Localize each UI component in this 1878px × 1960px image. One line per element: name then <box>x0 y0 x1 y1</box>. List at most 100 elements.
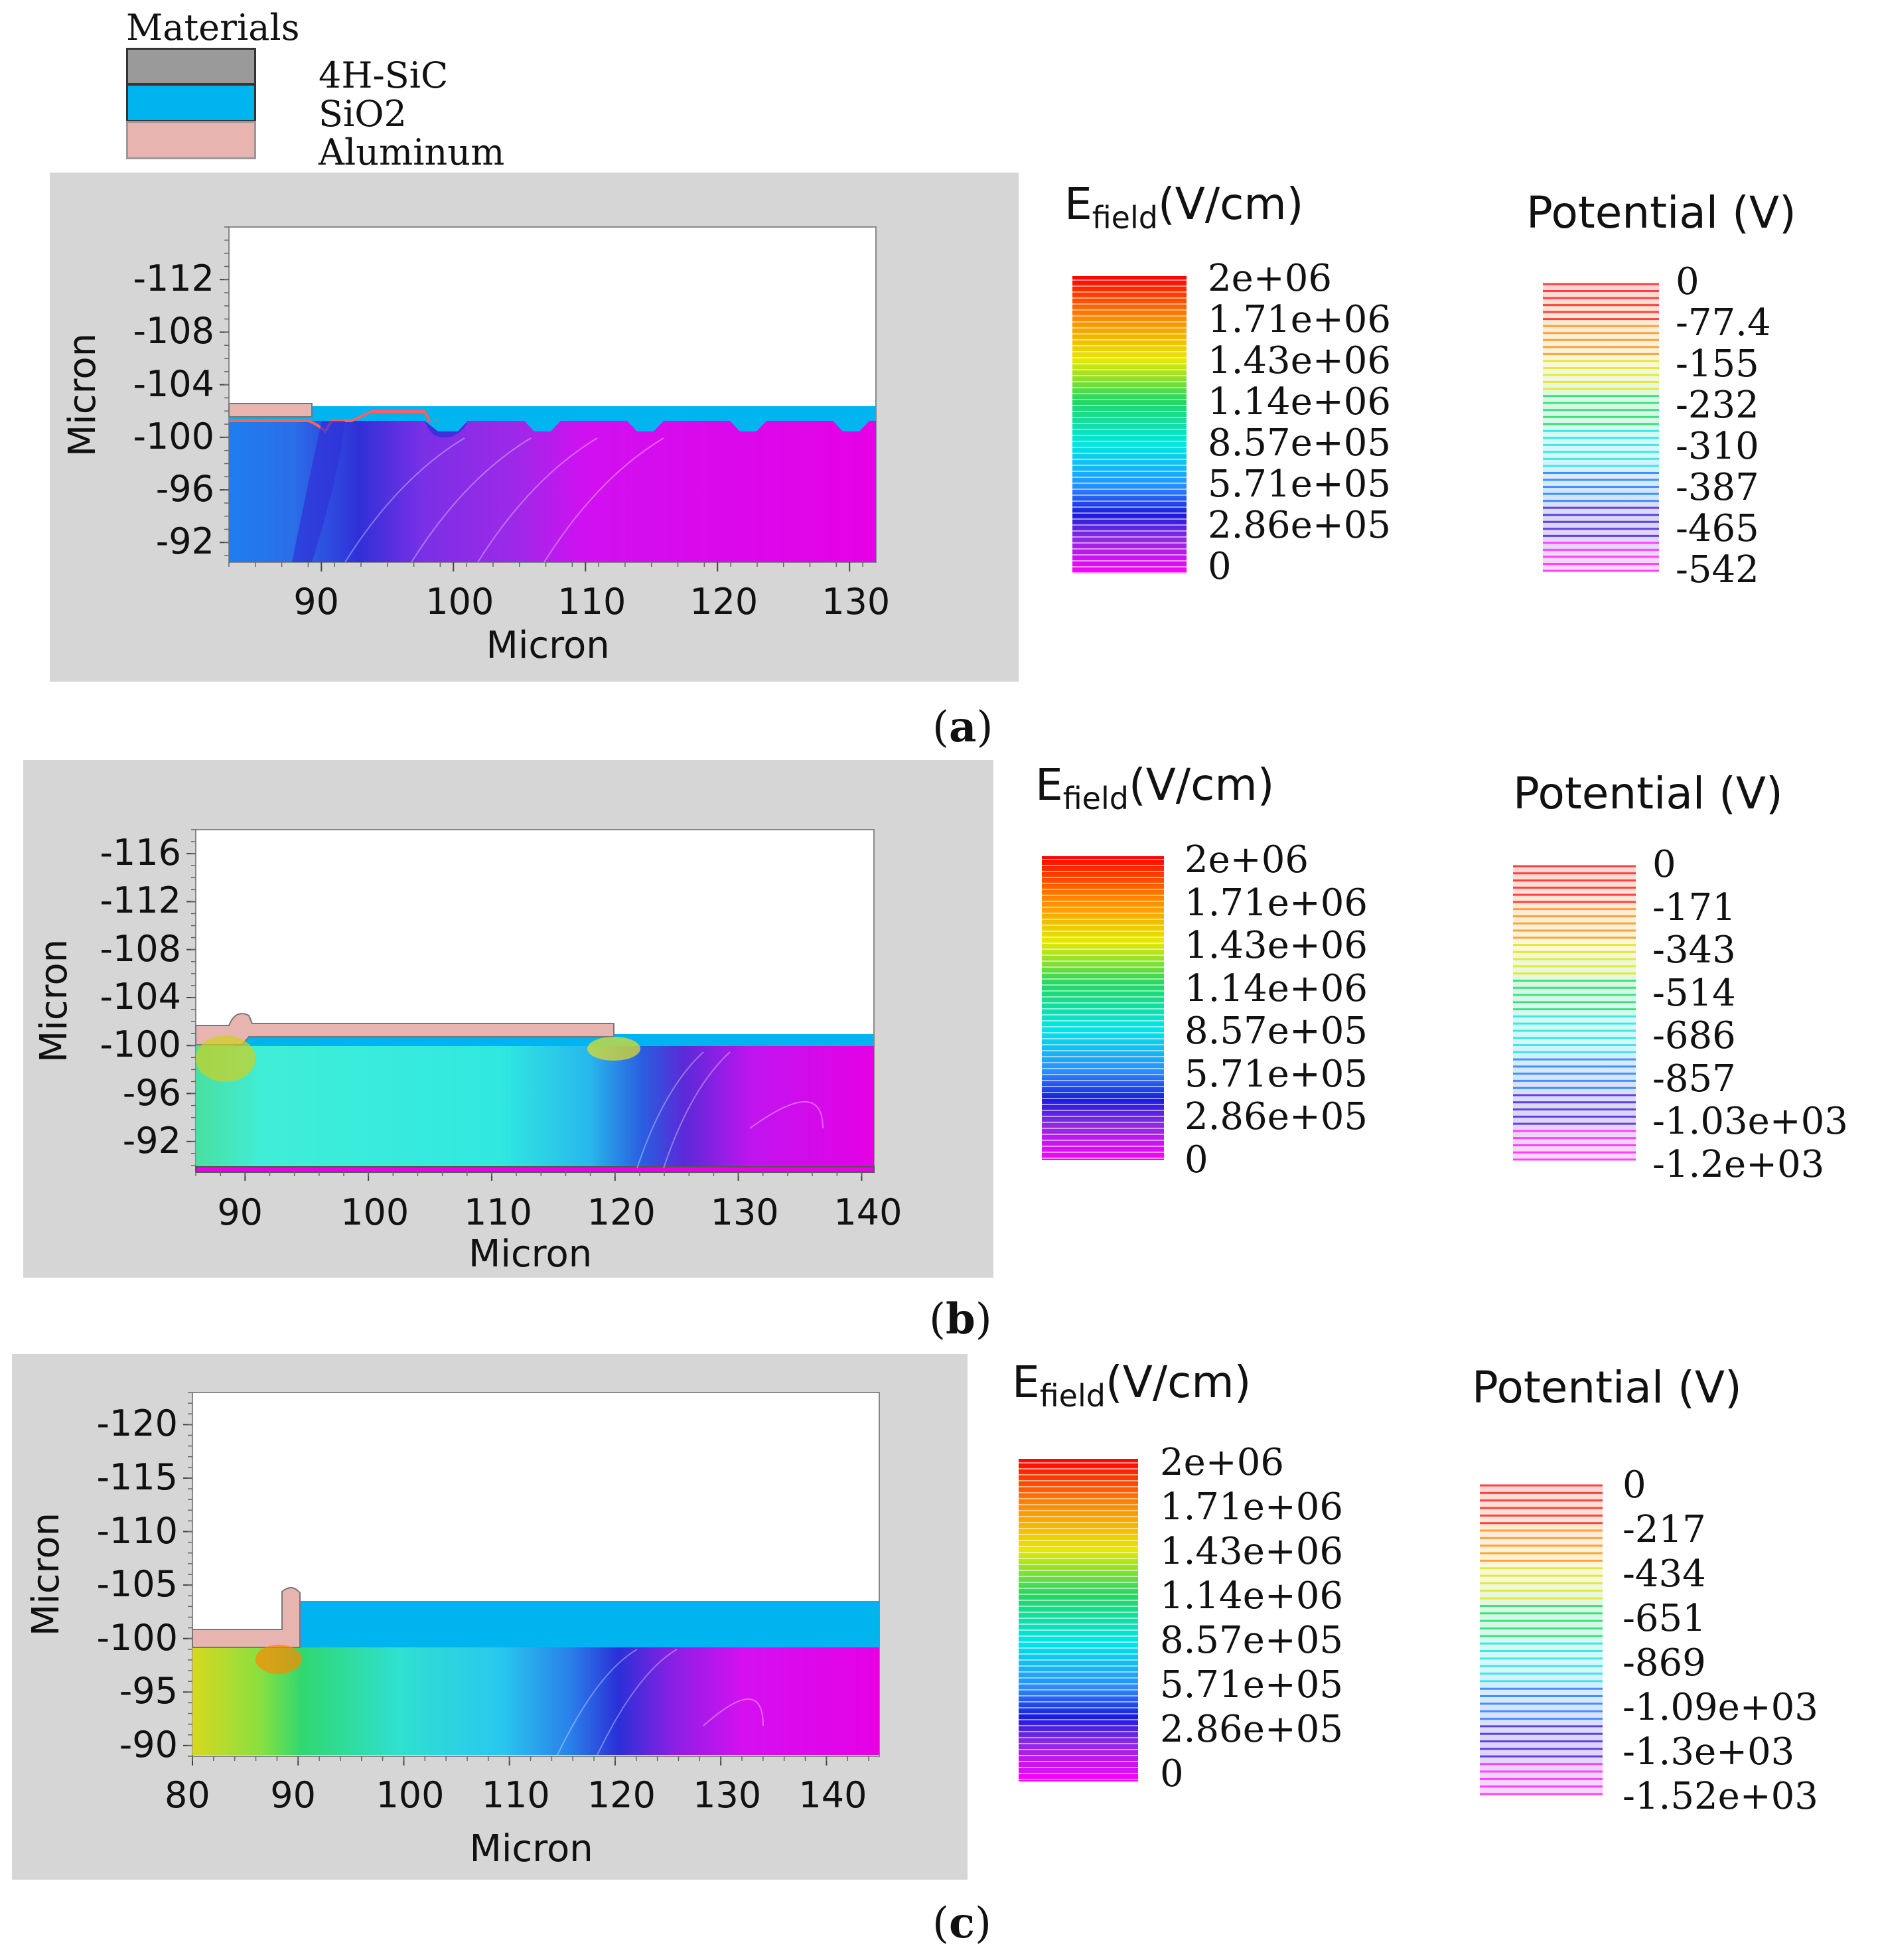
efield-title-unit: (V/cm) <box>1128 759 1275 810</box>
material-label-aluminum: Aluminum <box>319 131 505 173</box>
y-tick-label: -112 <box>100 879 181 922</box>
x-tick-label: 130 <box>710 1191 779 1233</box>
x-tick-label: 140 <box>833 1191 903 1233</box>
y-tick-label: -96 <box>122 1071 181 1114</box>
potential-colorbar-b <box>1513 865 1636 1161</box>
potential-legend-value: -1.52e+03 <box>1623 1775 1818 1818</box>
y-tick-label: -95 <box>119 1670 178 1712</box>
efield-legend-value: 2e+06 <box>1160 1441 1284 1484</box>
potential-legend-value: -434 <box>1623 1552 1706 1596</box>
efield-legend-value: 2e+06 <box>1185 838 1309 881</box>
efield-title-main: E <box>1012 1357 1040 1408</box>
y-tick-label: -116 <box>100 832 181 874</box>
y-tick-label: -108 <box>100 927 181 970</box>
y-tick-label: -108 <box>133 310 214 352</box>
efield-legend-value: 2.86e+05 <box>1185 1095 1368 1138</box>
efield-legend-value: 8.57e+05 <box>1208 421 1392 465</box>
material-swatch-aluminum <box>126 121 256 159</box>
potential-legend-value: -1.09e+03 <box>1623 1686 1818 1729</box>
axis-ticks-layer <box>183 226 869 1766</box>
efield-legend-value: 2.86e+05 <box>1208 504 1392 547</box>
potential-legend-value: 0 <box>1623 1464 1646 1507</box>
y-tick-label: -115 <box>96 1456 178 1498</box>
efield-title-main: E <box>1035 759 1063 810</box>
efield-title-sub: field <box>1092 200 1158 236</box>
x-tick-label: 110 <box>481 1774 550 1816</box>
y-tick-label: -96 <box>155 468 214 510</box>
x-tick-label: 100 <box>376 1774 445 1816</box>
x-axis-title: Micron <box>486 624 610 667</box>
potential-legend-value: -465 <box>1676 507 1759 550</box>
x-tick-label: 110 <box>557 581 626 623</box>
efield-legend-value: 2.86e+05 <box>1160 1708 1344 1751</box>
potential-legend-title-a: Potential (V) <box>1526 187 1796 238</box>
material-label-4h-sic: 4H-SiC <box>319 54 449 96</box>
y-tick-label: -104 <box>100 975 181 1018</box>
potential-legend-value: 0 <box>1652 843 1676 886</box>
potential-legend-value: -343 <box>1652 929 1736 972</box>
potential-colorbar-c <box>1480 1484 1603 1795</box>
potential-legend-value: -514 <box>1652 971 1736 1015</box>
y-tick-label: -100 <box>133 415 214 457</box>
y-axis-title: Micron <box>25 1512 68 1637</box>
potential-legend-value: -651 <box>1623 1597 1706 1640</box>
x-tick-label: 120 <box>587 1774 656 1816</box>
y-tick-label: -92 <box>122 1119 181 1162</box>
material-label-sio2: SiO2 <box>319 93 407 135</box>
potential-legend-value: -857 <box>1652 1057 1736 1100</box>
efield-legend-title-a: Efield(V/cm) <box>1064 183 1303 236</box>
potential-legend-value: -155 <box>1676 342 1759 386</box>
efield-legend-title-c: Efield(V/cm) <box>1012 1361 1251 1414</box>
efield-legend-value: 0 <box>1160 1752 1184 1795</box>
y-tick-label: -105 <box>96 1563 178 1606</box>
x-tick-label: 90 <box>270 1774 316 1816</box>
efield-title-unit: (V/cm) <box>1105 1357 1252 1408</box>
efield-title-unit: (V/cm) <box>1157 179 1304 230</box>
caption-letter: b <box>945 1294 975 1344</box>
efield-legend-value: 2e+06 <box>1208 257 1332 300</box>
efield-legend-value: 5.71e+05 <box>1160 1663 1344 1706</box>
x-tick-label: 100 <box>425 581 494 623</box>
potential-legend-value: -171 <box>1652 885 1736 929</box>
caption-letter: a <box>948 702 977 752</box>
efield-legend-value: 1.43e+06 <box>1185 924 1368 967</box>
efield-legend-title-b: Efield(V/cm) <box>1035 763 1274 814</box>
x-tick-label: 80 <box>165 1774 210 1816</box>
potential-colorbar-a <box>1543 283 1659 572</box>
efield-title-sub: field <box>1039 1378 1106 1414</box>
potential-legend-value: -1.2e+03 <box>1652 1142 1825 1186</box>
efield-legend-value: 1.14e+06 <box>1208 380 1392 423</box>
panel-c-plot <box>192 1392 880 1757</box>
potential-legend-value: -1.03e+03 <box>1652 1100 1848 1143</box>
potential-legend-value: -869 <box>1623 1641 1706 1685</box>
x-tick-label: 90 <box>293 581 339 623</box>
potential-legend-value: -686 <box>1652 1014 1736 1057</box>
material-swatch-4h-sic <box>126 48 256 85</box>
efield-title-main: E <box>1064 179 1092 230</box>
y-axis-title: Micron <box>61 333 104 457</box>
x-tick-label: 90 <box>217 1191 263 1233</box>
potential-legend-value: -217 <box>1623 1508 1706 1551</box>
y-tick-label: -120 <box>96 1402 178 1445</box>
efield-legend-value: 5.71e+05 <box>1185 1052 1368 1096</box>
materials-legend-title: Materials <box>126 7 300 48</box>
x-tick-label: 130 <box>693 1774 762 1816</box>
panel-b-plot <box>195 829 875 1173</box>
x-tick-label: 140 <box>798 1774 867 1816</box>
panel-a-caption: (a) <box>932 702 993 752</box>
efield-legend-value: 5.71e+05 <box>1208 463 1392 506</box>
efield-legend-value: 0 <box>1208 545 1232 588</box>
efield-legend-value: 1.43e+06 <box>1160 1530 1344 1573</box>
efield-legend-value: 8.57e+05 <box>1185 1010 1368 1053</box>
y-tick-label: -110 <box>96 1509 178 1552</box>
x-axis-title: Micron <box>469 1233 593 1276</box>
efield-legend-value: 1.71e+06 <box>1160 1485 1344 1529</box>
efield-legend-value: 1.43e+06 <box>1208 339 1392 382</box>
efield-legend-value: 8.57e+05 <box>1160 1619 1344 1662</box>
potential-legend-value: -1.3e+03 <box>1623 1730 1795 1773</box>
x-tick-label: 100 <box>340 1191 409 1233</box>
panel-b-caption: (b) <box>929 1294 992 1344</box>
panel-c-caption: (c) <box>932 1898 991 1948</box>
x-axis-title: Micron <box>469 1827 593 1870</box>
